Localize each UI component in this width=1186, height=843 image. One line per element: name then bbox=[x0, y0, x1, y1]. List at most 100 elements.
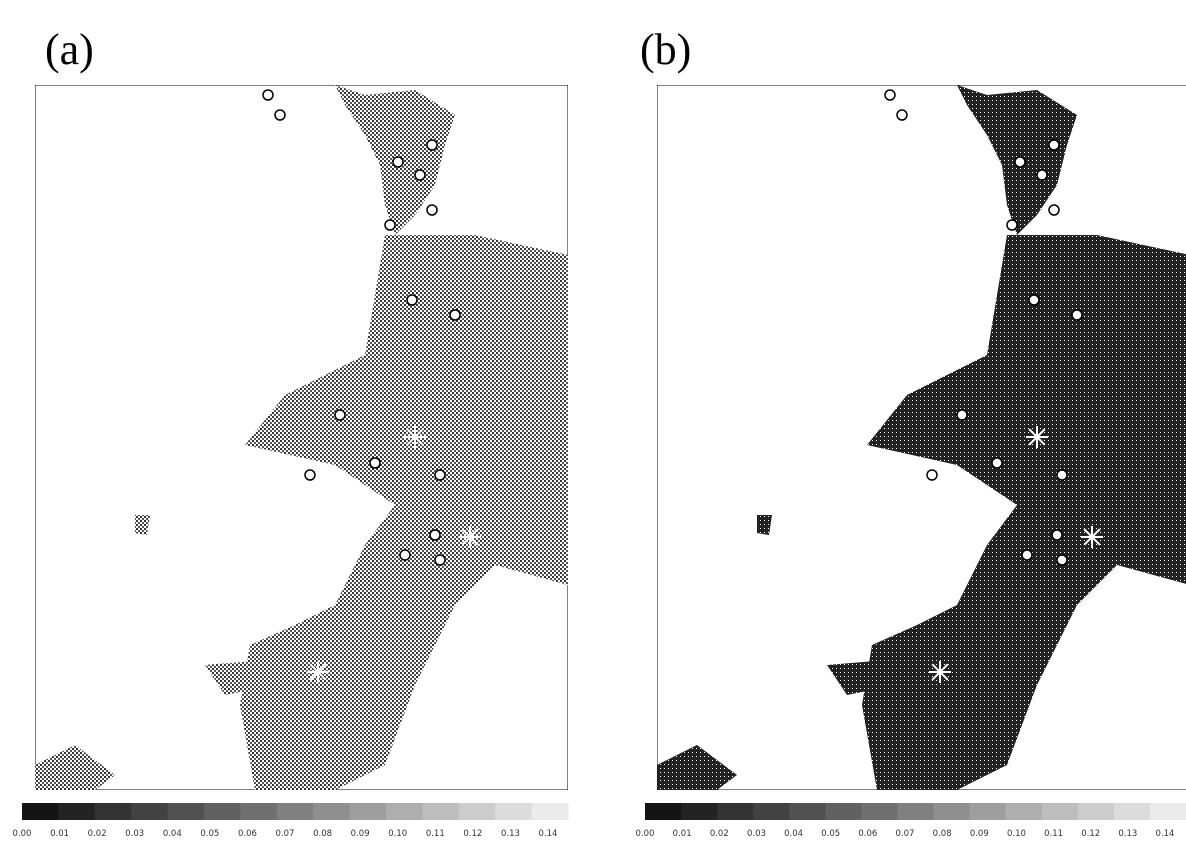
site-marker bbox=[1036, 169, 1048, 181]
colorbar-segment bbox=[717, 803, 754, 820]
map bbox=[657, 85, 1186, 790]
colorbar-segment bbox=[349, 803, 387, 820]
colorbar-tick-label: 0.01 bbox=[50, 829, 69, 839]
colorbar-segment bbox=[167, 803, 205, 820]
colorbar-segment bbox=[240, 803, 278, 820]
asterisk bbox=[1028, 428, 1046, 446]
site-marker bbox=[1021, 549, 1033, 561]
colorbar-segment bbox=[861, 803, 898, 820]
colorbar-segment bbox=[531, 803, 569, 820]
colorbar-tick-label: 0.06 bbox=[858, 829, 877, 839]
panel-label: (a) bbox=[45, 25, 94, 74]
site-marker bbox=[274, 109, 286, 121]
colorbar-segment bbox=[1113, 803, 1151, 820]
site-marker bbox=[896, 109, 908, 121]
asterisk bbox=[406, 428, 424, 446]
asterisk bbox=[1083, 528, 1101, 546]
colorbar-tick-label: 0.12 bbox=[1081, 829, 1100, 839]
colorbar-tick-label: 0.13 bbox=[501, 829, 520, 839]
site-marker bbox=[884, 89, 896, 101]
colorbar-tick-label: 0.02 bbox=[88, 829, 107, 839]
land-cover bbox=[657, 745, 737, 790]
site-marker bbox=[262, 89, 274, 101]
colorbar-segment bbox=[386, 803, 423, 820]
site-marker bbox=[1028, 294, 1040, 306]
site-marker bbox=[369, 457, 381, 469]
colorbar-tick-label: 0.03 bbox=[747, 829, 766, 839]
asterisk bbox=[309, 663, 327, 681]
site-marker bbox=[926, 469, 938, 481]
colorbar-tick-label: 0.10 bbox=[388, 829, 407, 839]
land-cover bbox=[35, 745, 115, 790]
site-marker bbox=[991, 457, 1003, 469]
colorbar-segment bbox=[789, 803, 826, 820]
colorbar-segment bbox=[495, 803, 533, 820]
site-marker bbox=[414, 169, 426, 181]
colorbar-tick-label: 0.08 bbox=[933, 829, 952, 839]
site-marker bbox=[1006, 219, 1018, 231]
site-marker bbox=[434, 469, 446, 481]
colorbar-segment bbox=[681, 803, 718, 820]
site-marker bbox=[1048, 204, 1060, 216]
colorbar-segment bbox=[933, 803, 971, 820]
site-marker bbox=[449, 309, 461, 321]
colorbar-tick-label: 0.11 bbox=[1044, 829, 1063, 839]
site-marker bbox=[406, 294, 418, 306]
land-cover bbox=[827, 660, 897, 695]
colorbar-tick-label: 0.13 bbox=[1118, 829, 1137, 839]
colorbar-tick-label: 0.07 bbox=[896, 829, 915, 839]
colorbar-segment bbox=[753, 803, 790, 820]
land-cover bbox=[240, 235, 568, 790]
site-marker bbox=[1051, 529, 1063, 541]
asterisk bbox=[931, 663, 949, 681]
colorbar-tick-label: 0.09 bbox=[351, 829, 370, 839]
colorbar-segment bbox=[1005, 803, 1043, 820]
colorbar-segment bbox=[58, 803, 96, 820]
colorbar-segment bbox=[645, 803, 682, 820]
colorbar-tick-label: 0.05 bbox=[200, 829, 219, 839]
colorbar-tick-label: 0.11 bbox=[426, 829, 445, 839]
site-marker bbox=[426, 139, 438, 151]
colorbar-tick-label: 0.04 bbox=[163, 829, 182, 839]
site-marker bbox=[426, 204, 438, 216]
colorbar-segment bbox=[422, 803, 460, 820]
site-marker bbox=[399, 549, 411, 561]
colorbar-segment bbox=[897, 803, 935, 820]
colorbar-tick-label: 0.06 bbox=[238, 829, 257, 839]
colorbar-segment bbox=[204, 803, 241, 820]
site-marker bbox=[1071, 309, 1083, 321]
colorbar-tick-label: 0.12 bbox=[463, 829, 482, 839]
colorbar-segment bbox=[22, 803, 59, 820]
site-marker bbox=[1056, 469, 1068, 481]
site-marker bbox=[1014, 156, 1026, 168]
land-cover bbox=[862, 235, 1186, 790]
site-marker bbox=[1056, 554, 1068, 566]
colorbar-segment bbox=[1041, 803, 1079, 820]
site-marker bbox=[1048, 139, 1060, 151]
colorbar-tick-label: 0.10 bbox=[1007, 829, 1026, 839]
land-cover bbox=[135, 515, 150, 535]
colorbar-tick-label: 0.03 bbox=[125, 829, 144, 839]
colorbar-tick-label: 0.07 bbox=[276, 829, 295, 839]
colorbar-tick-label: 0.14 bbox=[1156, 829, 1175, 839]
colorbar-segment bbox=[458, 803, 496, 820]
site-marker bbox=[304, 469, 316, 481]
map bbox=[35, 85, 568, 790]
colorbar-tick-label: 0.09 bbox=[970, 829, 989, 839]
colorbar-tick-label: 0.00 bbox=[13, 829, 32, 839]
colorbar-tick-label: 0.08 bbox=[313, 829, 332, 839]
colorbar-segment bbox=[313, 803, 351, 820]
site-marker bbox=[384, 219, 396, 231]
colorbar-segment bbox=[1077, 803, 1115, 820]
colorbar-tick-label: 0.04 bbox=[784, 829, 803, 839]
site-marker bbox=[392, 156, 404, 168]
colorbar-tick-label: 0.01 bbox=[673, 829, 692, 839]
colorbar-segment bbox=[94, 803, 132, 820]
site-marker bbox=[434, 554, 446, 566]
colorbar-segment bbox=[1149, 803, 1186, 820]
colorbar-segment bbox=[276, 803, 314, 820]
asterisk bbox=[461, 528, 479, 546]
land-cover bbox=[757, 515, 772, 535]
colorbar-tick-label: 0.02 bbox=[710, 829, 729, 839]
